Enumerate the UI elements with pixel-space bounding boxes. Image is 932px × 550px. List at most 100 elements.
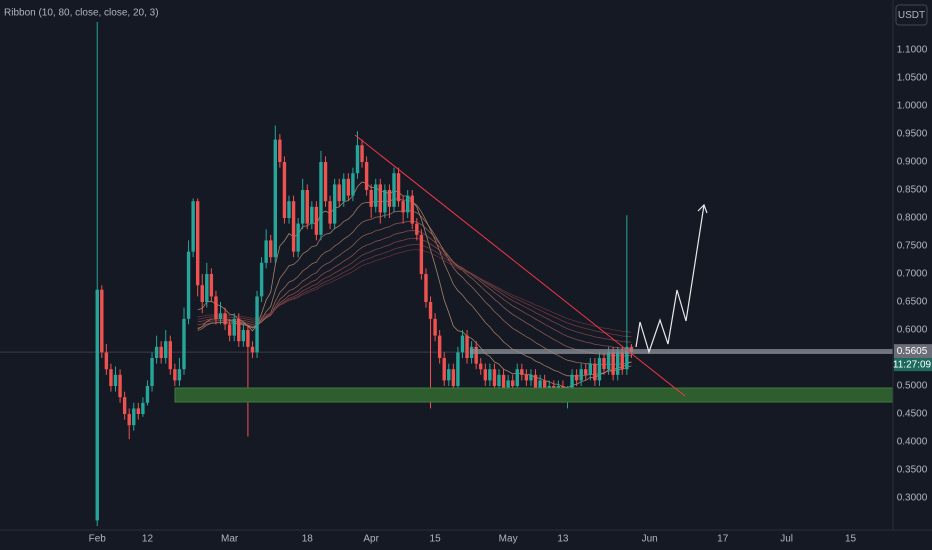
candle-body bbox=[104, 352, 109, 370]
candle-body bbox=[602, 358, 606, 370]
candle-body bbox=[579, 369, 583, 381]
countdown-label: 11:27:09 bbox=[893, 359, 932, 370]
candle-body bbox=[529, 374, 533, 381]
candle-body bbox=[460, 335, 465, 353]
x-tick-label: 17 bbox=[717, 534, 729, 545]
candle-body bbox=[451, 369, 456, 387]
candle-body bbox=[387, 190, 392, 207]
candle-body bbox=[542, 380, 547, 392]
candle-body bbox=[497, 374, 501, 387]
candle-body bbox=[415, 223, 419, 235]
y-tick-label: 0.9500 bbox=[897, 129, 928, 140]
x-tick-label: Jul bbox=[780, 534, 793, 545]
candle-body bbox=[310, 206, 314, 224]
candle-body bbox=[237, 318, 241, 342]
candle-body bbox=[405, 195, 410, 213]
candle-body bbox=[173, 369, 177, 381]
candle-body bbox=[510, 380, 515, 387]
candle-body bbox=[520, 369, 524, 375]
candle-body bbox=[437, 335, 442, 359]
y-tick-label: 0.6000 bbox=[897, 325, 928, 336]
candle-body bbox=[264, 240, 268, 263]
y-tick-label: 0.6500 bbox=[897, 297, 928, 308]
trend-line bbox=[354, 134, 686, 397]
candle-body bbox=[506, 380, 510, 392]
candle-body bbox=[218, 313, 223, 319]
candle-body bbox=[154, 346, 159, 359]
resistance-zone bbox=[470, 349, 893, 354]
candle-body bbox=[593, 363, 597, 381]
candle-body bbox=[492, 369, 497, 387]
candle-body bbox=[287, 201, 291, 219]
candle-body bbox=[442, 358, 446, 381]
candle-body bbox=[337, 184, 341, 202]
candle-body bbox=[606, 352, 611, 370]
currency-label[interactable]: USDT bbox=[898, 10, 925, 21]
last-price-label: 0.5605 bbox=[897, 346, 928, 357]
candle-body bbox=[346, 178, 351, 196]
y-tick-label: 0.8500 bbox=[897, 185, 928, 196]
candle-body bbox=[342, 178, 346, 202]
candle-body bbox=[474, 346, 478, 364]
candle-body bbox=[259, 262, 264, 297]
support-zone bbox=[174, 387, 894, 403]
candle-body bbox=[355, 145, 360, 174]
candle-body bbox=[433, 318, 437, 336]
candle-body bbox=[168, 341, 172, 370]
x-tick-label: Mar bbox=[221, 534, 239, 545]
candle-body bbox=[232, 318, 236, 336]
candle-body bbox=[351, 173, 355, 196]
countdown-box bbox=[894, 358, 932, 372]
candle-body bbox=[620, 352, 624, 370]
x-tick-label: 13 bbox=[557, 534, 569, 545]
candle-body bbox=[159, 346, 163, 359]
candle-body bbox=[250, 346, 255, 353]
candle-body bbox=[241, 330, 246, 342]
y-tick-label: 1.0500 bbox=[897, 73, 928, 84]
candle-body bbox=[127, 414, 131, 426]
candle-body bbox=[360, 145, 364, 163]
candle-body bbox=[574, 374, 579, 381]
candle-body bbox=[118, 374, 122, 398]
candle-body bbox=[223, 313, 227, 325]
last-price-box bbox=[894, 344, 932, 359]
x-tick-label: May bbox=[499, 534, 518, 545]
candle-body bbox=[625, 346, 629, 370]
candle-body bbox=[570, 374, 574, 392]
candle-body bbox=[145, 386, 150, 403]
candle-body bbox=[246, 330, 250, 347]
ribbon-line bbox=[197, 230, 632, 349]
ribbon-line bbox=[197, 243, 632, 338]
y-tick-label: 0.3000 bbox=[897, 493, 928, 504]
candle-body bbox=[364, 162, 369, 191]
x-tick-label: 15 bbox=[430, 534, 442, 545]
axes: 0.30000.35000.40000.45000.50000.55000.60… bbox=[89, 45, 932, 545]
candle-body bbox=[538, 380, 542, 392]
y-tick-label: 0.8000 bbox=[897, 213, 928, 224]
x-tick-label: Jun bbox=[642, 534, 658, 545]
y-tick-label: 0.4000 bbox=[897, 437, 928, 448]
candle-body bbox=[314, 206, 319, 235]
currency-button[interactable] bbox=[895, 4, 928, 26]
candle-body bbox=[227, 324, 232, 336]
candle-body bbox=[282, 162, 287, 219]
candle-body bbox=[383, 190, 387, 213]
candle-body bbox=[273, 139, 277, 258]
projection-arrow bbox=[635, 204, 705, 354]
ribbon-line bbox=[197, 249, 632, 333]
y-tick-label: 0.7500 bbox=[897, 241, 928, 252]
candle-body bbox=[616, 352, 620, 375]
candle-body bbox=[410, 195, 414, 224]
candle-body bbox=[588, 363, 593, 375]
candle-body bbox=[465, 335, 469, 359]
candle-body bbox=[209, 274, 214, 297]
candle-body bbox=[186, 251, 191, 319]
candle-body bbox=[374, 184, 378, 207]
candle-body bbox=[483, 369, 488, 381]
candle-body bbox=[291, 201, 296, 252]
x-tick-label: Apr bbox=[363, 534, 379, 545]
y-tick-label: 0.4500 bbox=[897, 409, 928, 420]
x-tick-label: 12 bbox=[142, 534, 154, 545]
